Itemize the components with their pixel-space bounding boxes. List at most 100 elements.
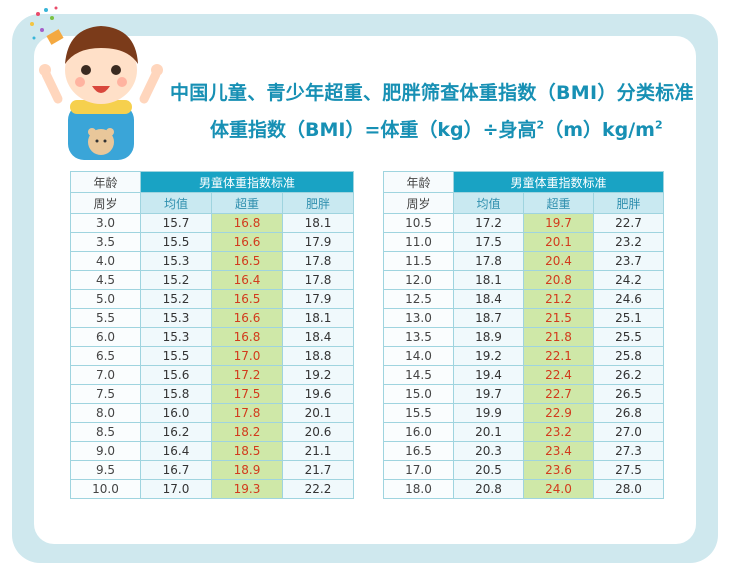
cell-obese: 20.1: [281, 403, 355, 423]
cell-age: 9.0: [70, 441, 141, 461]
cell-overweight: 17.0: [211, 346, 283, 366]
cell-mean: 15.6: [140, 365, 212, 385]
cell-age: 8.5: [70, 422, 141, 442]
cell-age: 12.0: [383, 270, 454, 290]
formula-main: 体重指数（BMI）=体重（kg）÷身高: [210, 119, 537, 141]
table-row: 13.0 18.7 21.5 25.1: [383, 308, 665, 328]
cell-age: 6.5: [70, 346, 141, 366]
cartoon-kid-illustration: [30, 6, 163, 160]
table-row: 3.0 15.7 16.8 18.1: [70, 213, 355, 233]
cell-mean: 16.2: [140, 422, 212, 442]
cell-mean: 15.2: [140, 289, 212, 309]
cell-age: 14.5: [383, 365, 454, 385]
cell-overweight: 17.2: [211, 365, 283, 385]
cell-obese: 17.8: [281, 251, 355, 271]
cell-mean: 19.2: [453, 346, 524, 366]
cell-obese: 20.6: [281, 422, 355, 442]
cell-obese: 17.9: [281, 289, 355, 309]
cell-age: 15.5: [383, 403, 454, 423]
cell-overweight: 20.8: [523, 270, 594, 290]
cell-obese: 21.7: [281, 460, 355, 480]
cell-age: 7.5: [70, 384, 141, 404]
cell-obese: 25.1: [592, 308, 665, 328]
cell-mean: 15.3: [140, 251, 212, 271]
header-age: 年龄: [70, 171, 141, 193]
table-row: 13.5 18.9 21.8 25.5: [383, 327, 665, 347]
table-row: 14.5 19.4 22.4 26.2: [383, 365, 665, 385]
formula-exponent: 2: [536, 118, 545, 132]
cell-overweight: 17.8: [211, 403, 283, 423]
cell-age: 7.0: [70, 365, 141, 385]
cell-mean: 15.5: [140, 232, 212, 252]
cell-overweight: 23.4: [523, 441, 594, 461]
cell-obese: 25.8: [592, 346, 665, 366]
cell-overweight: 23.6: [523, 460, 594, 480]
cell-obese: 19.2: [281, 365, 355, 385]
cell-overweight: 16.8: [211, 213, 283, 233]
cell-obese: 23.2: [592, 232, 665, 252]
cell-overweight: 18.2: [211, 422, 283, 442]
cell-overweight: 22.1: [523, 346, 594, 366]
cell-mean: 18.7: [453, 308, 524, 328]
table-row: 17.0 20.5 23.6 27.5: [383, 460, 665, 480]
cell-age: 5.0: [70, 289, 141, 309]
cell-obese: 28.0: [592, 479, 665, 499]
cell-age: 15.0: [383, 384, 454, 404]
table-row: 12.0 18.1 20.8 24.2: [383, 270, 665, 290]
cell-age: 13.0: [383, 308, 454, 328]
table-row: 3.5 15.5 16.6 17.9: [70, 232, 355, 252]
cell-mean: 19.9: [453, 403, 524, 423]
cell-obese: 26.8: [592, 403, 665, 423]
cell-mean: 16.4: [140, 441, 212, 461]
cell-mean: 15.8: [140, 384, 212, 404]
cell-overweight: 21.8: [523, 327, 594, 347]
cell-age: 4.5: [70, 270, 141, 290]
cell-overweight: 22.7: [523, 384, 594, 404]
cell-mean: 15.2: [140, 270, 212, 290]
header-overweight: 超重: [211, 192, 283, 214]
cell-age: 16.0: [383, 422, 454, 442]
cell-obese: 18.1: [281, 213, 355, 233]
cell-age: 11.5: [383, 251, 454, 271]
cell-overweight: 24.0: [523, 479, 594, 499]
table-row: 5.5 15.3 16.6 18.1: [70, 308, 355, 328]
cell-age: 9.5: [70, 460, 141, 480]
cell-obese: 18.1: [281, 308, 355, 328]
table-row: 5.0 15.2 16.5 17.9: [70, 289, 355, 309]
header-overweight: 超重: [523, 192, 594, 214]
cell-obese: 21.1: [281, 441, 355, 461]
bmi-table-left: 年龄 男童体重指数标准 周岁 均值 超重 肥胖 3.0 15.7 16.8 18.1 3…: [70, 171, 355, 499]
cell-obese: 27.0: [592, 422, 665, 442]
cell-age: 5.5: [70, 308, 141, 328]
table-row: 4.0 15.3 16.5 17.8: [70, 251, 355, 271]
table-row: 10.0 17.0 19.3 22.2: [70, 479, 355, 499]
cell-age: 8.0: [70, 403, 141, 423]
table-row: 10.5 17.2 19.7 22.7: [383, 213, 665, 233]
cell-overweight: 16.5: [211, 251, 283, 271]
cell-overweight: 20.4: [523, 251, 594, 271]
cell-mean: 19.4: [453, 365, 524, 385]
table-row: 9.0 16.4 18.5 21.1: [70, 441, 355, 461]
cell-obese: 26.5: [592, 384, 665, 404]
cell-age: 12.5: [383, 289, 454, 309]
table-row: 11.0 17.5 20.1 23.2: [383, 232, 665, 252]
table-row: 6.5 15.5 17.0 18.8: [70, 346, 355, 366]
cell-overweight: 16.5: [211, 289, 283, 309]
cell-obese: 18.8: [281, 346, 355, 366]
cell-age: 3.0: [70, 213, 141, 233]
cell-overweight: 22.9: [523, 403, 594, 423]
cell-mean: 15.7: [140, 213, 212, 233]
header-obese: 肥胖: [281, 192, 355, 214]
table-row: 16.0 20.1 23.2 27.0: [383, 422, 665, 442]
table-row: 4.5 15.2 16.4 17.8: [70, 270, 355, 290]
cell-mean: 20.1: [453, 422, 524, 442]
cell-mean: 20.8: [453, 479, 524, 499]
cell-age: 4.0: [70, 251, 141, 271]
formula-unit-exponent: 2: [654, 118, 663, 132]
cell-mean: 18.1: [453, 270, 524, 290]
cell-age: 18.0: [383, 479, 454, 499]
cell-overweight: 19.3: [211, 479, 283, 499]
cell-mean: 18.4: [453, 289, 524, 309]
bmi-formula: 体重指数（BMI）=体重（kg）÷身高2（m）kg/m2: [210, 115, 663, 142]
cell-overweight: 17.5: [211, 384, 283, 404]
